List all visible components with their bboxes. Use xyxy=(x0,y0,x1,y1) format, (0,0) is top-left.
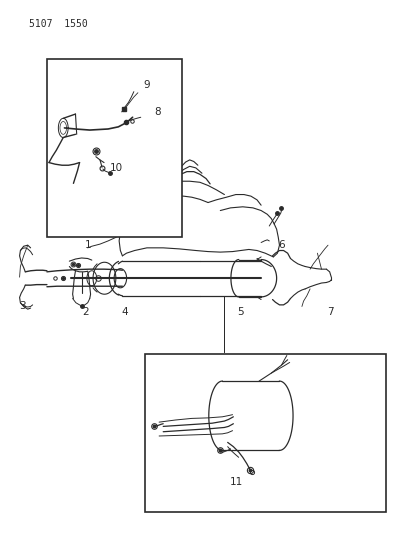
Text: 1: 1 xyxy=(84,240,91,250)
Text: 6: 6 xyxy=(278,240,285,250)
Text: 7: 7 xyxy=(327,307,334,317)
Text: 5107  1550: 5107 1550 xyxy=(29,19,87,29)
Text: 2: 2 xyxy=(82,307,89,317)
Text: 10: 10 xyxy=(110,163,123,173)
Bar xyxy=(47,59,182,237)
Text: 11: 11 xyxy=(230,478,243,487)
Text: 8: 8 xyxy=(154,107,160,117)
Text: 9: 9 xyxy=(144,80,150,90)
Text: 4: 4 xyxy=(121,307,128,317)
Text: 5: 5 xyxy=(237,307,244,317)
Text: 3: 3 xyxy=(19,302,26,311)
Bar xyxy=(145,354,386,512)
